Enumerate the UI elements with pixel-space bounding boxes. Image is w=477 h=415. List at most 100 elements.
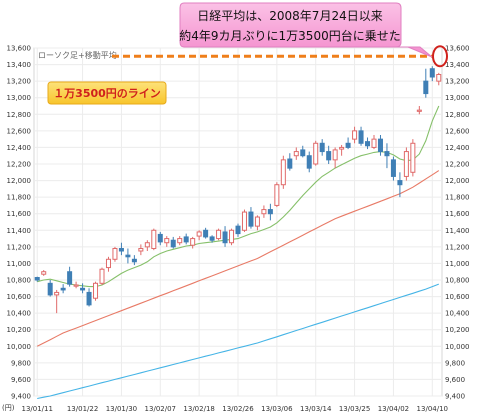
y-tick-label-right: 12,200 <box>445 161 470 169</box>
candle-body <box>319 142 325 153</box>
candle <box>203 227 209 239</box>
candle <box>403 147 409 181</box>
candle <box>112 246 118 262</box>
moving-average-blue <box>37 283 439 400</box>
candle-body <box>73 284 79 287</box>
candle <box>196 230 202 241</box>
y-tick-label-left: 12,000 <box>7 177 32 185</box>
y-tick-label-left: 9,400 <box>11 393 31 401</box>
x-tick-label: 13/02/07 <box>145 405 176 413</box>
candle-body <box>144 242 150 248</box>
candle <box>93 281 99 301</box>
y-axis-right: 9,400 9,600 9,800 10,000 10,200 10,400 10,600 1… <box>445 45 470 401</box>
candle-body <box>261 209 267 215</box>
candle-body <box>371 138 377 148</box>
candle-body <box>131 258 137 263</box>
candle-body <box>274 184 280 206</box>
candle <box>170 236 176 249</box>
candle-body <box>397 180 403 186</box>
y-axis-left: 9,400 9,600 9,800 10,000 10,200 10,400 10,600 1… <box>7 45 32 401</box>
y-tick-label-left: 10,600 <box>7 293 32 301</box>
candle <box>235 223 241 237</box>
candle <box>105 256 111 272</box>
candle <box>358 126 364 146</box>
candle <box>326 145 332 164</box>
candle <box>125 248 131 264</box>
candle-body <box>138 248 144 252</box>
y-tick-label-right: 11,400 <box>445 227 470 235</box>
candle-body <box>86 291 92 306</box>
candle <box>241 209 247 232</box>
candle <box>183 233 189 245</box>
candle <box>151 228 157 251</box>
candle-body <box>80 287 86 291</box>
reference-tag-box <box>47 81 167 105</box>
candle-body <box>67 271 73 285</box>
candle-body <box>429 68 435 78</box>
y-tick-label-left: 10,800 <box>7 277 32 285</box>
y-tick-label-right: 10,800 <box>445 277 470 285</box>
candle-body <box>248 211 254 227</box>
candle <box>332 147 338 169</box>
candle-body <box>423 80 429 95</box>
candle <box>365 137 371 150</box>
y-tick-label-right: 10,600 <box>445 293 470 301</box>
candle <box>34 276 40 282</box>
candle-body <box>54 291 60 296</box>
candle-body <box>60 287 66 291</box>
candle <box>261 205 267 218</box>
candle <box>190 236 196 249</box>
candle-body <box>352 130 358 140</box>
candle <box>99 267 105 285</box>
candle <box>209 235 215 243</box>
candle <box>144 240 150 251</box>
y-tick-label-right: 12,600 <box>445 127 470 135</box>
x-tick-label: 13/02/26 <box>222 405 254 413</box>
candle <box>67 266 73 287</box>
y-tick-label-left: 11,400 <box>7 227 32 235</box>
grid-lines <box>34 47 442 397</box>
candle-body <box>177 238 183 244</box>
y-tick-label-right: 10,400 <box>445 310 470 318</box>
candle <box>390 156 396 181</box>
moving-average-green <box>37 105 440 288</box>
candle <box>41 270 47 276</box>
candle-body <box>41 271 47 275</box>
y-tick-label-left: 11,600 <box>7 210 32 218</box>
candle-body <box>235 225 241 235</box>
candle <box>54 289 60 314</box>
y-tick-label-left: 13,400 <box>7 61 32 69</box>
candle <box>306 151 312 173</box>
y-tick-label-left: 13,000 <box>7 94 32 102</box>
candle <box>410 139 416 177</box>
candle-body <box>118 248 124 252</box>
candle-body <box>313 142 319 165</box>
y-tick-label-right: 13,400 <box>445 61 470 69</box>
candle <box>267 203 273 221</box>
x-tick-label: 13/03/14 <box>300 405 332 413</box>
candle <box>313 140 319 166</box>
y-tick-label-right: 9,600 <box>445 376 465 384</box>
annotation-line-1: 日経平均は、2008年7月24日以来 <box>197 9 382 23</box>
candle <box>377 135 383 156</box>
candle-body <box>34 277 40 281</box>
candle-body <box>416 109 422 112</box>
y-tick-label-right: 12,400 <box>445 144 470 152</box>
y-tick-label-left: 9,800 <box>11 359 31 367</box>
y-tick-label-right: 10,000 <box>445 343 470 351</box>
candle <box>222 226 228 247</box>
y-tick-label-left: 13,200 <box>7 78 32 86</box>
candle <box>177 236 183 246</box>
moving-average-lines <box>36 105 440 400</box>
callout-bubble <box>179 2 433 58</box>
annotation-line-2: 約4年9カ月ぶりに1万3500円台に乗せた <box>179 28 400 43</box>
candle <box>216 228 222 241</box>
candle-body <box>203 229 209 238</box>
candle-body <box>345 142 351 148</box>
candle-body <box>390 159 396 177</box>
candle-body <box>112 248 118 260</box>
candle-body <box>209 236 215 241</box>
candle-body <box>164 238 170 244</box>
candle-body <box>410 142 416 173</box>
